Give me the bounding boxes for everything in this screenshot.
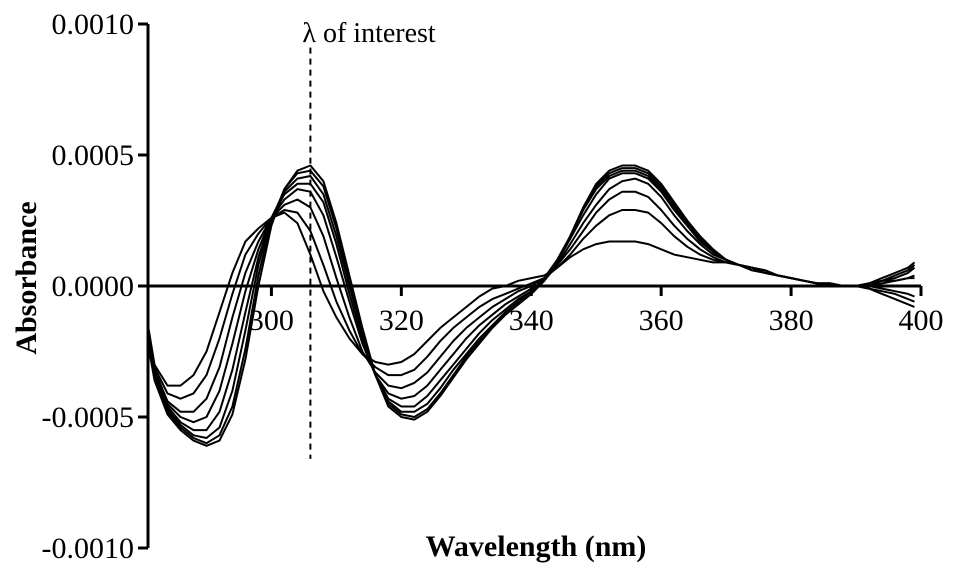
x-tick-label: 320 (379, 304, 424, 337)
x-tick-label: 300 (249, 304, 294, 337)
y-tick-label: 0.0000 (52, 270, 135, 303)
y-tick-label: 0.0010 (52, 8, 135, 41)
y-tick-label: -0.0010 (42, 532, 135, 565)
x-tick-label: 400 (899, 304, 944, 337)
x-tick-label: 360 (639, 304, 684, 337)
y-tick-label: 0.0005 (52, 139, 135, 172)
x-axis-title: Wavelength (nm) (426, 530, 647, 563)
x-tick-label: 340 (509, 304, 554, 337)
annotation-label: λ of interest (302, 18, 436, 49)
y-tick-label: -0.0005 (42, 401, 135, 434)
y-axis-ticks: 0.0010 0.0005 0.0000 -0.0005 -0.0010 (42, 8, 148, 565)
spectra-series (147, 164, 916, 447)
spectrum-line-4 (147, 177, 915, 424)
spectrum-line-8 (147, 164, 916, 447)
spectrum-line-5 (147, 172, 915, 432)
x-axis-ticks: 300 320 340 360 380 400 (249, 286, 944, 337)
x-tick-label: 380 (769, 304, 814, 337)
lambda-annotation: λ of interest (302, 18, 436, 459)
y-axis-title: Absorbance (10, 201, 43, 354)
